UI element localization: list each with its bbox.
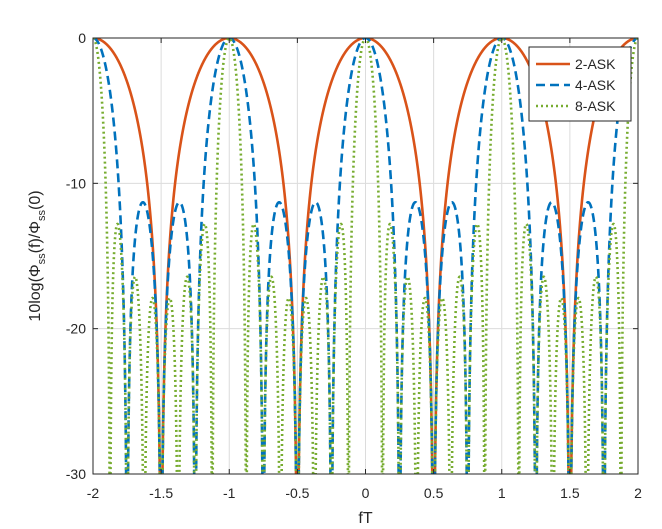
x-tick-labels: -2 -1.5 -1 -0.5 0 0.5 1 1.5 2 xyxy=(87,485,642,501)
x-tick-label: 1 xyxy=(498,485,506,501)
legend-label-2-ask: 2-ASK xyxy=(575,56,616,72)
series-line-4-ask xyxy=(93,38,638,474)
y-tick-label: -30 xyxy=(66,466,86,482)
x-axis-label: fT xyxy=(358,510,372,527)
y-label-suffix: (0) xyxy=(27,190,44,210)
y-label-sub1: ss xyxy=(36,253,48,265)
series-line-2-ask xyxy=(93,38,638,474)
legend-box xyxy=(528,46,632,122)
y-tick-labels: -30 -20 -10 0 xyxy=(66,30,86,482)
y-label-prefix: 10log(Φ xyxy=(27,264,44,321)
y-tick-label: 0 xyxy=(78,30,86,46)
curves xyxy=(93,38,638,474)
x-tick-label: -1.5 xyxy=(149,485,173,501)
legend: 2-ASK 4-ASK 8-ASK xyxy=(528,46,632,122)
series-line-8-ask xyxy=(93,38,638,474)
x-tick-label: 0 xyxy=(362,485,370,501)
x-tick-label: 0.5 xyxy=(424,485,444,501)
y-label-mid: (f)/Φ xyxy=(27,221,44,253)
x-tick-label: -1 xyxy=(223,485,236,501)
x-tick-label: 2 xyxy=(634,485,642,501)
y-tick-label: -20 xyxy=(66,321,86,337)
x-tick-label: -0.5 xyxy=(285,485,309,501)
y-axis-label: 10log(Φss(f)/Φss(0) xyxy=(27,190,48,321)
legend-label-4-ask: 4-ASK xyxy=(575,77,616,93)
legend-label-8-ask: 8-ASK xyxy=(575,98,616,114)
y-tick-label: -10 xyxy=(66,175,86,191)
x-tick-label: -2 xyxy=(87,485,100,501)
x-tick-label: 1.5 xyxy=(560,485,580,501)
ticks xyxy=(92,37,639,475)
y-label-sub2: ss xyxy=(36,210,48,222)
